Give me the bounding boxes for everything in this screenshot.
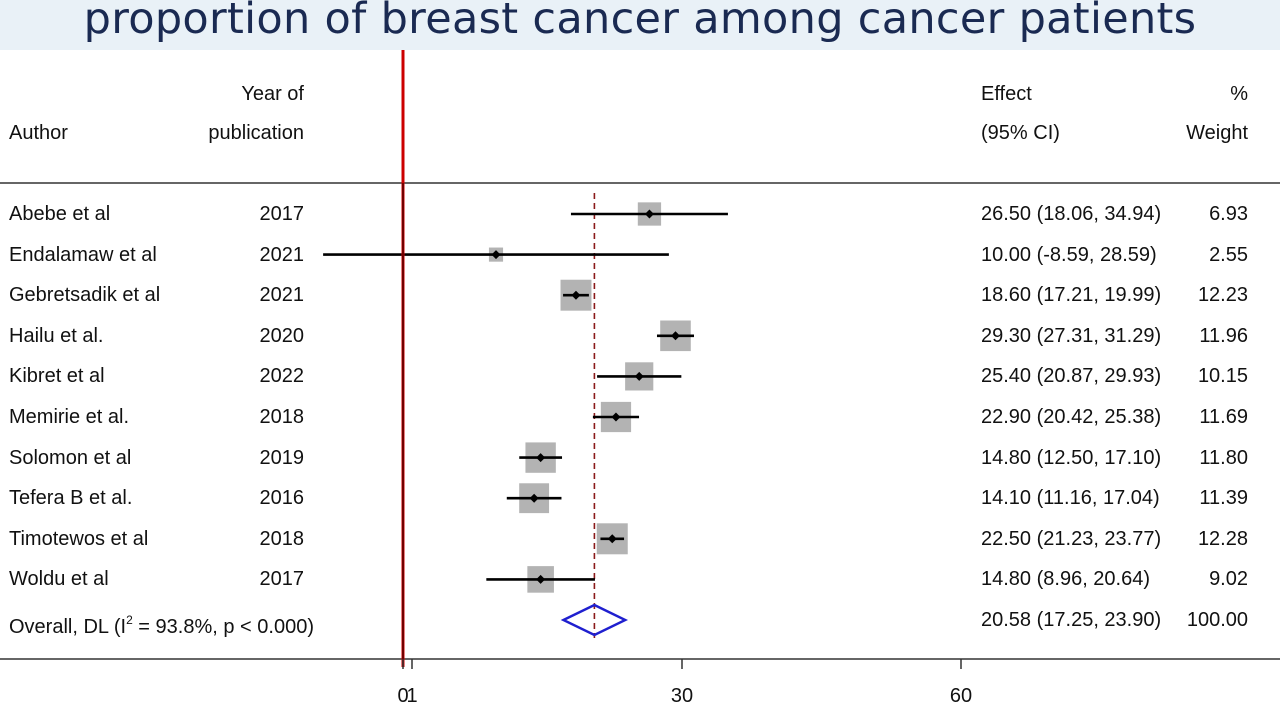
study-point-marker	[634, 371, 644, 381]
study-weight-text: 6.93	[1209, 203, 1248, 225]
x-tick-label-60: 60	[950, 685, 972, 703]
study-weight-text: 9.02	[1209, 568, 1248, 590]
header-effect-line1: Effect	[981, 83, 1032, 105]
study-ci-text: 29.30 (27.31, 31.29)	[981, 325, 1162, 347]
study-point-marker	[571, 290, 581, 300]
overall-label-prefix: Overall, DL (I	[9, 616, 127, 638]
study-author: Woldu et al	[9, 568, 109, 590]
study-author: Solomon et al	[9, 447, 132, 469]
study-year: 2019	[259, 447, 305, 469]
study-year: 2018	[259, 406, 305, 428]
overall-diamond	[560, 603, 629, 637]
overall-label-superscript: 2	[126, 613, 133, 627]
study-year: 2020	[259, 325, 305, 347]
study-point-marker	[670, 331, 680, 341]
study-ci-text: 22.50 (21.23, 23.77)	[981, 528, 1162, 550]
study-point-marker	[491, 250, 501, 260]
study-ci-text: 18.60 (17.21, 19.99)	[981, 284, 1162, 306]
study-weight-text: 12.23	[1197, 284, 1248, 306]
study-author: Abebe et al	[9, 203, 111, 225]
study-year: 2016	[259, 487, 305, 509]
header-year-line2: publication	[208, 122, 304, 144]
study-author: Timotewos et al	[9, 528, 149, 550]
study-year: 2018	[259, 528, 305, 550]
x-tick-label-0: 0	[397, 685, 408, 703]
header-weight-line1: %	[1230, 83, 1248, 105]
study-point-marker	[529, 493, 539, 503]
study-weight-text: 12.28	[1197, 528, 1248, 550]
study-author: Hailu et al.	[9, 325, 104, 347]
x-tick-label-1: 1	[406, 685, 417, 703]
study-year: 2017	[259, 568, 305, 590]
study-ci-text: 14.80 (12.50, 17.10)	[981, 447, 1162, 469]
header-year-line1: Year of	[241, 83, 304, 105]
study-author: Memirie et al.	[9, 406, 130, 428]
study-point-marker	[607, 534, 617, 544]
study-year: 2021	[259, 284, 305, 306]
study-ci-text: 22.90 (20.42, 25.38)	[981, 406, 1162, 428]
overall-weight-text: 100.00	[1186, 609, 1248, 631]
study-year: 2017	[259, 203, 305, 225]
study-weight-text: 11.39	[1199, 487, 1248, 509]
chart-title: proportion of breast cancer among cancer…	[83, 0, 1197, 44]
study-ci-text: 26.50 (18.06, 34.94)	[981, 203, 1162, 225]
forest-plot-panel: Year of Author publication Effect (95% C…	[0, 50, 1280, 703]
study-ci-text: 10.00 (-8.59, 28.59)	[981, 244, 1157, 266]
overall-label: Overall, DL (I2 = 93.8%, p < 0.000)	[9, 609, 314, 638]
study-point-marker	[644, 209, 654, 219]
study-weight-text: 11.96	[1199, 325, 1248, 347]
header-weight-line2: Weight	[1186, 122, 1248, 144]
study-year: 2022	[259, 365, 305, 387]
study-point-marker	[536, 574, 546, 584]
forest-plot-svg: 01 30 60	[0, 50, 1280, 703]
study-point-marker	[536, 453, 546, 463]
overall-ci-text: 20.58 (17.25, 23.90)	[981, 609, 1162, 631]
study-author: Tefera B et al.	[9, 487, 133, 509]
x-tick-label-30: 30	[671, 685, 693, 703]
study-weight-text: 2.55	[1209, 244, 1248, 266]
study-weight-text: 10.15	[1197, 365, 1248, 387]
study-weight-text: 11.80	[1199, 447, 1248, 469]
study-ci-text: 14.10 (11.16, 17.04)	[981, 487, 1160, 509]
header-author: Author	[9, 122, 68, 144]
study-ci-text: 25.40 (20.87, 29.93)	[981, 365, 1162, 387]
header-effect-line2: (95% CI)	[981, 122, 1060, 144]
study-year: 2021	[259, 244, 305, 266]
study-ci-text: 14.80 (8.96, 20.64)	[981, 568, 1151, 590]
study-author: Gebretsadik et al	[9, 284, 161, 306]
overall-label-suffix: = 93.8%, p < 0.000)	[132, 616, 314, 638]
study-author: Endalamaw et al	[9, 244, 157, 266]
study-author: Kibret et al	[9, 365, 105, 387]
study-weight-text: 11.69	[1199, 406, 1248, 428]
study-point-marker	[611, 412, 621, 422]
